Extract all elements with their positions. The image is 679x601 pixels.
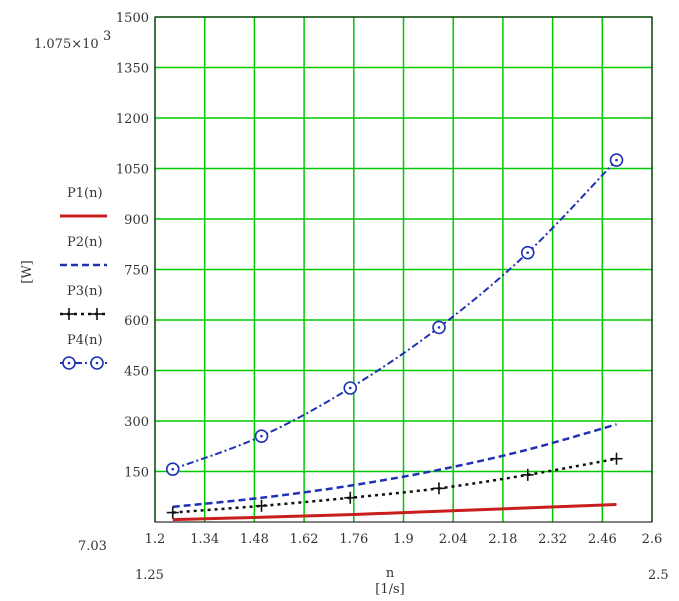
x-tick-label-6: 2.04 [439,532,468,547]
legend-item-3: P3(n) [60,284,107,320]
series-1 [172,502,617,522]
series-4 [165,153,624,476]
grid [154,16,653,522]
series-2 [172,423,617,509]
x-axis-label: n [386,566,395,581]
legend-label-3: P3(n) [67,284,103,299]
y-tick-label-1: 300 [124,415,149,430]
series-3-point-0 [166,506,179,519]
x-tick-label-4: 1.76 [339,532,368,547]
x-tick-label-5: 1.9 [393,532,414,547]
legend-item-2: P2(n) [60,235,107,267]
x-range-max-label: 2.5 [648,568,669,583]
y-tick-label-2: 450 [124,365,149,380]
x-tick-label-1: 1.34 [190,532,219,547]
y-tick-label-3: 600 [124,314,149,329]
series-3-point-4 [521,468,534,481]
legend-marker-b-4 [90,356,104,370]
y-range-max-exponent: 3 [103,29,111,44]
series-line-1 [172,502,617,522]
series-4-point-1 [254,429,269,443]
legend-label-1: P1(n) [67,186,103,201]
x-tick-labels: 1.2 1.34 1.48 1.62 1.76 1.9 2.04 2.18 2.32 2.46 2.… [145,532,663,547]
plot-area [154,16,653,523]
y-tick-label-7: 1200 [116,112,149,127]
y-tick-label-0: 150 [124,466,149,481]
y-range-max-label: 1.075×10 [34,37,99,52]
x-axis-unit-label: [1/s] [375,582,404,597]
legend-label-2: P2(n) [67,235,103,250]
series-4-point-4 [520,245,535,260]
series-3-point-1 [255,499,268,512]
x-tick-label-0: 1.2 [145,532,166,547]
y-tick-labels: 150 300 450 600 750 900 1050 1200 1350 1500 [116,11,149,481]
x-tick-label-3: 1.62 [290,532,319,547]
series-3-point-3 [433,482,445,495]
x-tick-label-8: 2.32 [538,532,567,547]
series-line-3 [172,457,617,514]
y-axis-label: [W] [20,260,35,284]
x-range-min-label: 1.25 [135,568,164,583]
x-tick-label-10: 2.6 [642,532,663,547]
legend-item-4: P4(n) [60,333,107,370]
y-range-min-label: 7.03 [78,539,107,554]
y-tick-label-6: 1050 [116,163,149,178]
y-tick-label-4: 750 [124,264,149,279]
legend: P1(n) P2(n) P3(n) P4(n) [60,186,107,370]
y-tick-label-8: 1350 [116,62,149,77]
y-tick-label-9: 1500 [116,11,149,26]
series-layer [165,153,624,522]
series-3-point-5 [610,452,623,465]
legend-item-1: P1(n) [60,186,107,218]
series-3 [166,452,623,519]
legend-marker-b-3 [91,308,103,320]
series-3-point-2 [344,491,357,504]
series-4-point-3 [432,320,446,335]
series-4-point-2 [343,381,358,395]
legend-marker-a-3 [63,308,75,320]
plot-border [154,16,653,523]
series-4-point-5 [609,153,624,167]
y-tick-label-5: 900 [124,213,149,228]
x-tick-label-2: 1.48 [240,532,269,547]
x-tick-label-9: 2.46 [588,532,617,547]
x-tick-label-7: 2.18 [488,532,517,547]
legend-marker-a-4 [62,356,76,370]
series-line-2 [172,423,617,509]
legend-label-4: P4(n) [67,333,103,348]
series-4-point-0 [165,462,180,476]
